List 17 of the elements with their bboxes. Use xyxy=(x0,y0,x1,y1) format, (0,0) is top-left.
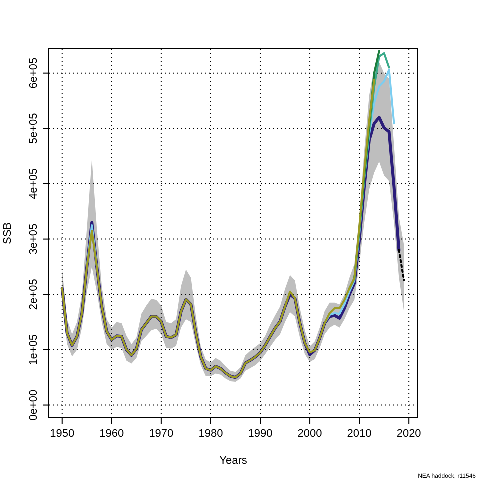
x-tick-label: 2000 xyxy=(298,428,322,440)
x-tick-label: 2010 xyxy=(347,428,372,440)
x-tick-label: 1990 xyxy=(248,428,273,440)
y-axis-title: SSB xyxy=(2,222,14,245)
x-axis-title: Years xyxy=(220,455,248,467)
y-tick-label: 3e+05 xyxy=(28,224,40,255)
x-tick-label: 1960 xyxy=(100,428,124,440)
x-tick-label: 1980 xyxy=(198,428,224,440)
y-tick-label: 6e+05 xyxy=(28,58,40,89)
x-tick-label: 1970 xyxy=(149,428,174,440)
y-tick-label: 5e+05 xyxy=(28,113,40,144)
y-tick-label: 4e+05 xyxy=(28,168,40,200)
x-tick-label: 1950 xyxy=(50,428,75,440)
y-tick-label: 1e+05 xyxy=(28,334,40,366)
x-tick-label: 2020 xyxy=(396,428,422,440)
y-tick-label: 2e+05 xyxy=(28,279,40,310)
y-tick-label: 0e+00 xyxy=(28,390,40,421)
